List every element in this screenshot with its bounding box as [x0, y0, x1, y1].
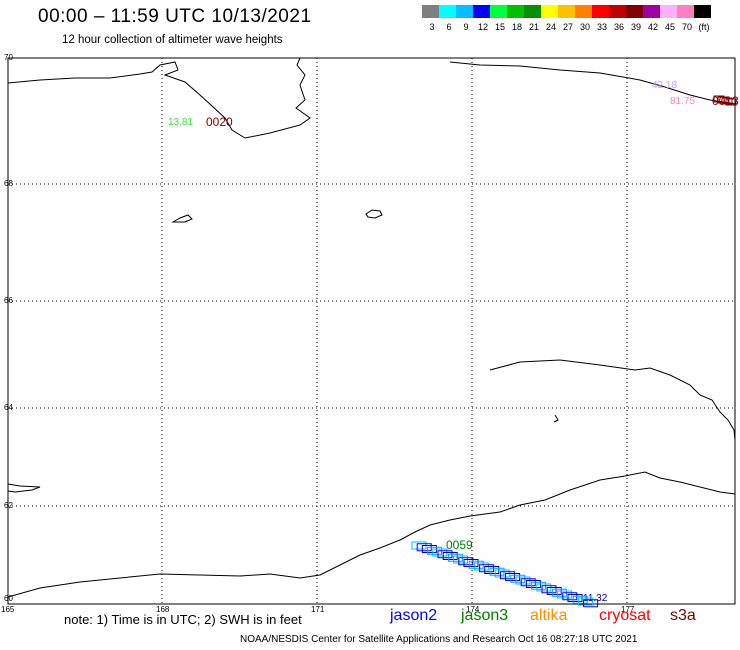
color-swatch	[473, 5, 490, 18]
satellite-legend-item: jason2	[390, 607, 438, 624]
coastline-west-bit	[7, 483, 41, 493]
island-small-1	[171, 214, 193, 223]
track-mark	[583, 599, 599, 608]
lon-label: 171	[311, 605, 325, 614]
color-scale-label: 30	[579, 22, 590, 32]
color-swatch	[643, 5, 660, 18]
axis-labels: 70 68 66 64 62 60 165 168 171 174 177	[1, 53, 635, 614]
color-swatch	[558, 5, 575, 18]
track-mark	[717, 96, 729, 104]
color-scale-label: 45	[664, 22, 675, 32]
color-scale-label: 6	[446, 22, 452, 32]
track-mark	[725, 98, 737, 106]
color-swatch	[575, 5, 592, 18]
observation-label: 13.81	[168, 117, 193, 128]
color-swatch	[609, 5, 626, 18]
lon-label: 174	[466, 605, 480, 614]
lat-label: 60	[4, 594, 13, 603]
color-scale-label: 3	[429, 22, 435, 32]
color-scale-label: 42	[647, 22, 658, 32]
color-swatch	[422, 5, 439, 18]
lat-label: 62	[4, 501, 13, 510]
coastline-north	[7, 57, 736, 139]
graticule	[8, 58, 735, 604]
footer-credit: NOAA/NESDIS Center for Satellite Applica…	[240, 634, 638, 645]
satellite-track-layer	[411, 95, 737, 608]
coastline-south	[7, 471, 736, 598]
color-swatch	[541, 5, 558, 18]
observation-label: 0020	[206, 115, 233, 129]
observation-label: 42.18	[652, 80, 677, 91]
color-scale-label: (ft)	[698, 22, 710, 32]
observation-label: 81.75	[670, 96, 695, 107]
color-swatch	[660, 5, 677, 18]
observation-label: 0059	[446, 538, 473, 552]
color-scale-label: 21	[528, 22, 539, 32]
color-swatch	[456, 5, 473, 18]
color-scale-label: 24	[545, 22, 556, 32]
map-frame	[7, 57, 736, 605]
lat-label: 70	[4, 53, 13, 62]
color-scale-label: 36	[613, 22, 624, 32]
satellite-legend-item: jason3	[461, 607, 509, 624]
lon-label: 165	[1, 605, 15, 614]
coastlines	[7, 57, 736, 598]
track-mark	[713, 95, 725, 103]
lat-label: 64	[4, 403, 13, 412]
satellite-legend-item: s3a	[670, 607, 696, 624]
color-swatch	[507, 5, 524, 18]
color-swatch	[524, 5, 541, 18]
color-scale-label: 27	[562, 22, 573, 32]
track-mark	[577, 597, 593, 606]
color-scale-label: 9	[463, 22, 469, 32]
coastline-east	[489, 359, 736, 441]
lon-label: 168	[156, 605, 170, 614]
color-swatch	[592, 5, 609, 18]
color-scale-label: 70	[681, 22, 692, 32]
color-scale-label: 15	[494, 22, 505, 32]
track-mark	[721, 97, 733, 105]
satellite-legend-item: altika	[530, 607, 568, 624]
color-scale-label: 18	[511, 22, 522, 32]
color-scale-label: 12	[477, 22, 488, 32]
island-small-2	[365, 209, 383, 219]
map-title: 00:00 – 11:59 UTC 10/13/2021	[38, 6, 312, 27]
color-swatch	[677, 5, 694, 18]
color-scale-label: 33	[596, 22, 607, 32]
color-swatch	[694, 5, 711, 18]
satellite-legend-item: cryosat	[599, 607, 651, 624]
color-swatch	[490, 5, 507, 18]
footer-note: note: 1) Time is in UTC; 2) SWH is in fe…	[64, 612, 302, 627]
map-subtitle: 12 hour collection of altimeter wave hei…	[62, 34, 283, 46]
color-scale-label: 39	[630, 22, 641, 32]
lon-label: 177	[621, 605, 635, 614]
lat-label: 66	[4, 296, 13, 305]
color-swatch	[439, 5, 456, 18]
color-swatch	[626, 5, 643, 18]
observation-label: 11.32	[583, 593, 608, 604]
lat-label: 68	[4, 179, 13, 188]
